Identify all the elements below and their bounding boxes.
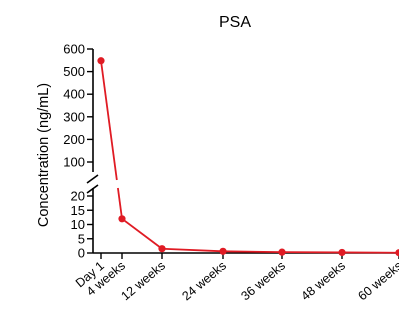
axis-break-mark (86, 174, 99, 184)
chart-title: PSA (219, 14, 251, 31)
series-line-segment (117, 187, 123, 219)
y-tick-label: 100 (63, 155, 85, 170)
y-tick-label: 5 (78, 231, 85, 246)
y-tick-label: 500 (63, 64, 85, 79)
x-tick-label: 60 weeks (355, 259, 399, 304)
y-tick-label: 200 (63, 132, 85, 147)
y-tick-label: 10 (71, 217, 85, 232)
data-point (97, 57, 105, 65)
y-tick-label: 20 (71, 189, 85, 204)
y-tick-label: 15 (71, 203, 85, 218)
series-group (97, 57, 399, 257)
series-line-segment (100, 60, 118, 181)
x-tick-label: 24 weeks (179, 259, 228, 304)
y-tick-label: 0 (78, 246, 85, 261)
x-tick-label: 36 weeks (238, 259, 287, 304)
series-line-segment (161, 247, 224, 253)
x-tick-label: 12 weeks (118, 259, 167, 304)
axes (86, 49, 399, 254)
x-tick-label: 48 weeks (298, 259, 347, 304)
y-tick-label: 600 (63, 42, 85, 57)
data-point (278, 248, 286, 256)
data-point (158, 245, 166, 253)
data-point (118, 215, 126, 223)
y-tick-label: 300 (63, 109, 85, 124)
data-point (395, 249, 399, 257)
series-line-segment (222, 250, 283, 254)
axis-break-mark (86, 184, 99, 194)
y-tick-label: 400 (63, 87, 85, 102)
data-point (219, 247, 227, 255)
data-point (338, 248, 346, 257)
series-line-segment (121, 218, 163, 250)
y-axis-label: Concentration (ng/mL) (36, 83, 52, 227)
